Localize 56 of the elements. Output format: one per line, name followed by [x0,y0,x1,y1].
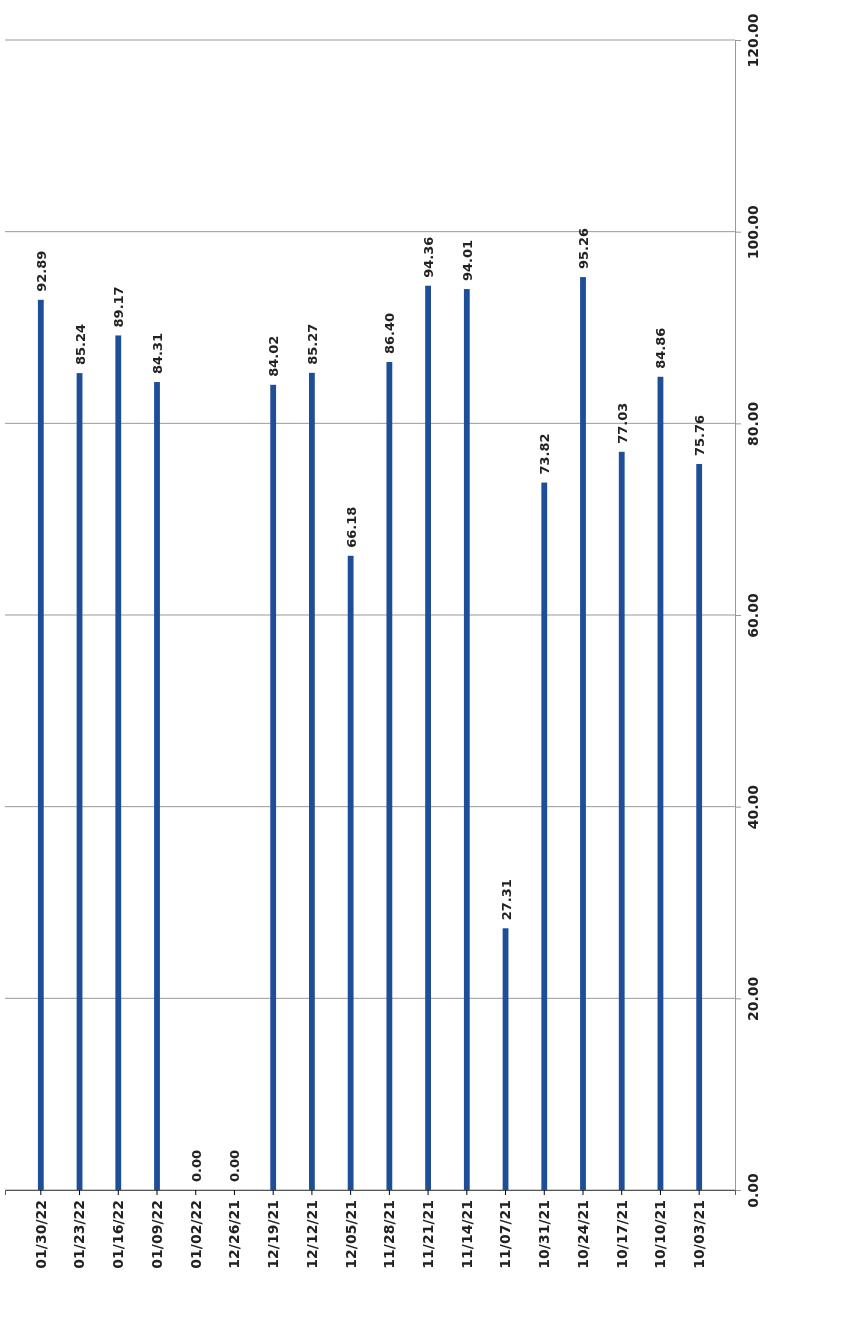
x-tick-label: 01/23/22 [71,1200,88,1269]
x-tick-label: 10/31/21 [536,1200,553,1269]
x-tick-label: 12/19/21 [265,1200,282,1269]
data-label: 84.86 [653,327,669,369]
data-label: 73.82 [537,433,553,475]
bar [425,285,431,1190]
data-label: 27.31 [498,879,514,921]
data-label: 94.01 [459,239,475,282]
x-tick-label: 11/21/21 [419,1200,436,1269]
data-label: 77.03 [614,402,630,444]
x-tick-label: 01/16/22 [110,1200,127,1269]
bar [696,463,703,1190]
y-tick-label: 0.00 [744,1172,761,1208]
y-tick-label: 80.00 [744,401,761,446]
x-tick-label: 11/14/21 [458,1200,475,1269]
data-label: 75.76 [692,414,708,456]
bar [347,555,354,1190]
bar [541,482,548,1190]
bar [115,335,122,1190]
x-tick-label: 10/17/21 [613,1200,630,1269]
bar [270,384,277,1190]
bar [580,277,586,1190]
data-label: 0.00 [227,1149,243,1182]
data-label: 66.18 [343,506,359,548]
bar [309,372,315,1190]
data-label: 89.17 [111,286,127,328]
data-label: 0.00 [188,1149,204,1182]
x-tick-label: 01/02/22 [187,1200,204,1269]
bar [618,451,625,1190]
data-label: 84.02 [266,335,282,377]
x-tick-label: 11/07/21 [497,1200,514,1269]
bar [154,382,160,1190]
y-tick-label: 120.00 [744,13,761,68]
bar [463,289,470,1190]
data-label: 92.89 [33,250,49,292]
x-tick-label: 10/10/21 [652,1200,669,1269]
y-tick-label: 40.00 [744,784,761,830]
y-tick-label: 60.00 [744,593,761,638]
bar [386,362,393,1190]
y-tick-label: 100.00 [744,204,761,260]
data-label: 84.31 [150,332,165,375]
data-label: 85.27 [304,323,320,365]
bar [37,299,44,1190]
x-tick-label: 12/26/21 [226,1200,243,1269]
data-label: 95.26 [576,227,591,270]
x-tick-label: 01/09/22 [148,1200,165,1269]
data-label: 86.40 [382,312,398,354]
data-label: 94.36 [421,236,437,278]
x-tick-label: 10/24/21 [574,1200,591,1269]
x-tick-label: 11/28/21 [381,1200,398,1269]
data-label: 85.24 [72,323,88,366]
x-tick-label: 01/30/22 [32,1200,49,1269]
y-tick-label: 20.00 [744,976,761,1021]
x-tick-label: 12/12/21 [303,1200,320,1269]
x-tick-label: 10/03/21 [691,1200,708,1269]
x-tick-label: 12/05/21 [342,1200,359,1269]
